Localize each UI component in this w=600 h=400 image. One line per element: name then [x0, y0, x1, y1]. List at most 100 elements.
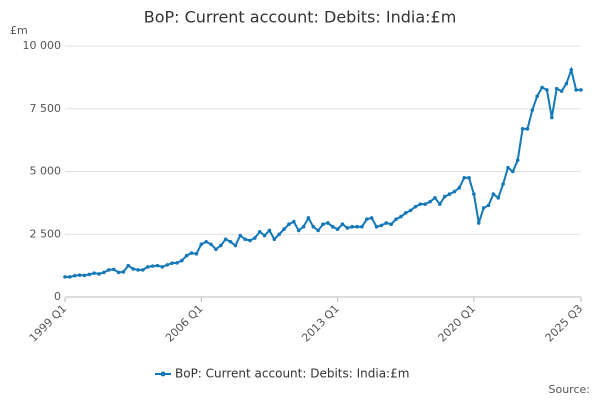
point	[491, 192, 496, 196]
point	[520, 127, 525, 131]
point	[316, 228, 320, 233]
point	[481, 206, 486, 210]
point	[102, 270, 106, 275]
point	[160, 265, 165, 269]
point	[442, 194, 447, 199]
point	[340, 222, 345, 227]
point	[77, 273, 82, 277]
legend-marker	[160, 371, 166, 377]
point	[330, 224, 335, 229]
point	[360, 224, 364, 229]
point	[564, 81, 569, 86]
point	[189, 251, 194, 255]
y-tick-label: 7 500	[30, 102, 62, 115]
point	[321, 222, 325, 227]
point	[150, 264, 155, 268]
point	[209, 242, 213, 247]
point	[530, 108, 535, 112]
point	[126, 263, 131, 268]
point	[569, 68, 574, 72]
legend-label: BoP: Current account: Debits: India:£m	[175, 367, 409, 381]
point	[515, 158, 520, 163]
point	[447, 192, 452, 196]
point	[87, 272, 92, 277]
point	[433, 196, 437, 200]
point	[287, 222, 291, 227]
point	[145, 265, 150, 269]
point	[116, 270, 121, 275]
point	[301, 224, 306, 229]
point	[379, 223, 384, 228]
point	[554, 86, 559, 91]
point	[472, 192, 476, 196]
series-line	[65, 66, 581, 278]
point	[311, 224, 316, 229]
y-tick-label: 5 000	[30, 165, 62, 178]
point	[155, 263, 160, 268]
point	[223, 237, 228, 242]
point	[355, 224, 359, 229]
point	[82, 273, 87, 278]
point	[267, 228, 272, 233]
point	[107, 268, 111, 272]
point	[121, 270, 126, 274]
point	[374, 224, 379, 229]
point	[326, 221, 330, 225]
point	[438, 202, 442, 206]
point	[204, 239, 208, 244]
point	[97, 272, 101, 276]
x-tick-label: 2025 Q3	[543, 302, 586, 345]
x-tick-label: 2013 Q1	[299, 302, 342, 345]
point	[423, 202, 428, 206]
point	[408, 208, 413, 213]
point	[403, 211, 408, 215]
point	[72, 273, 77, 278]
point	[540, 85, 544, 90]
point	[180, 258, 184, 263]
point	[262, 233, 267, 238]
point	[418, 202, 423, 206]
x-tick-label: 1999 Q1	[27, 302, 70, 345]
point	[136, 268, 140, 272]
point	[365, 217, 369, 221]
point	[68, 275, 72, 279]
point	[457, 186, 462, 190]
point	[462, 175, 466, 180]
point	[111, 267, 116, 272]
point	[525, 127, 530, 131]
point	[257, 229, 262, 234]
point	[496, 196, 501, 200]
x-tick-label: 2006 Q1	[163, 302, 206, 345]
point	[296, 228, 301, 233]
point	[175, 261, 179, 265]
point	[476, 221, 481, 225]
y-unit-label: £m	[10, 24, 28, 37]
point	[184, 253, 189, 258]
point	[399, 214, 403, 219]
point	[228, 239, 233, 244]
point	[452, 189, 457, 194]
point	[389, 222, 393, 227]
point	[574, 88, 578, 92]
point	[559, 89, 564, 93]
point	[579, 88, 583, 92]
point	[428, 199, 432, 204]
point	[199, 242, 204, 247]
point	[63, 275, 67, 279]
y-tick-label: 0	[54, 290, 61, 303]
point	[277, 232, 281, 237]
y-tick-label: 10 000	[23, 39, 62, 52]
point	[243, 237, 247, 242]
point	[282, 227, 286, 232]
point	[233, 243, 238, 248]
point	[501, 182, 505, 186]
point	[394, 217, 398, 221]
point	[194, 252, 199, 256]
point	[335, 227, 340, 232]
point	[535, 94, 539, 98]
point	[506, 165, 510, 170]
point	[92, 271, 97, 275]
point	[238, 233, 243, 238]
point	[248, 238, 252, 243]
